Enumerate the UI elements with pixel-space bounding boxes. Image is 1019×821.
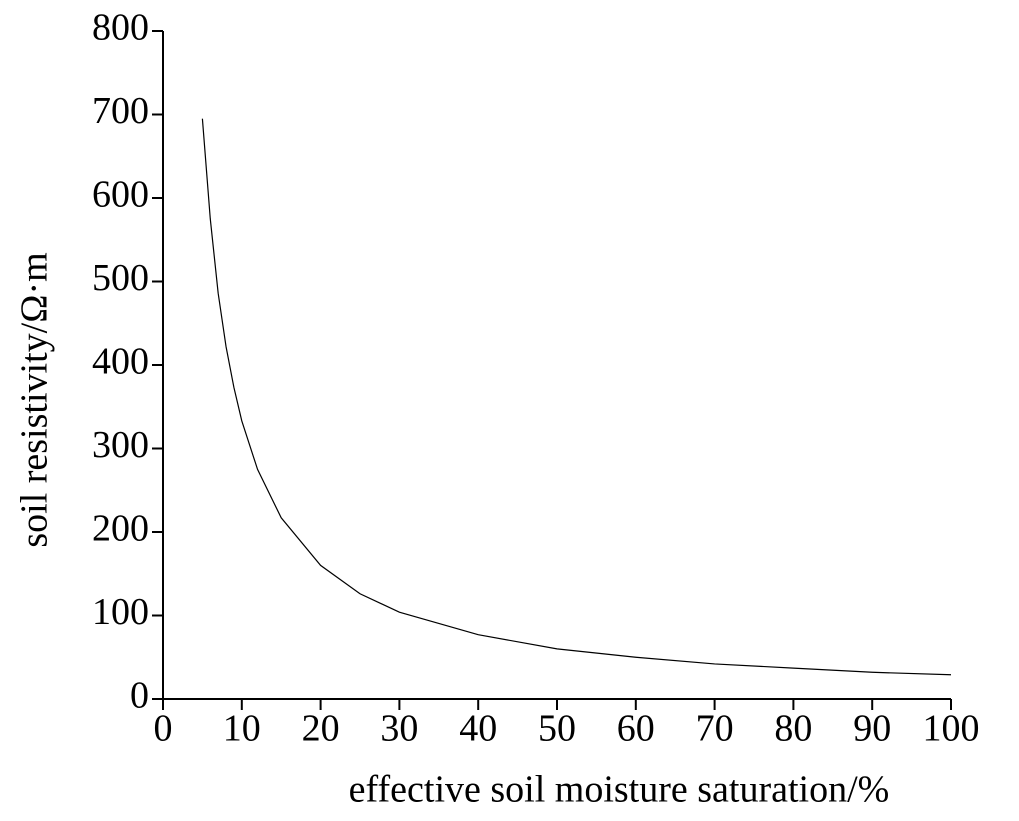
y-tick-label: 0 [130,675,149,717]
y-tick-label: 700 [92,90,149,132]
y-tick-label: 100 [92,591,149,633]
y-tick-label: 600 [92,174,149,216]
x-tick-label: 20 [302,708,340,750]
x-tick-label: 100 [923,708,980,750]
x-tick-label: 60 [617,708,655,750]
y-tick-label: 300 [92,424,149,466]
y-tick-label: 400 [92,341,149,383]
y-tick-label: 500 [92,257,149,299]
x-tick-label: 0 [154,708,173,750]
data-line [201,118,952,676]
y-tick-label: 800 [92,7,149,49]
x-tick-label: 80 [774,708,812,750]
x-tick-label: 50 [538,708,576,750]
x-tick-label: 40 [459,708,497,750]
x-tick-label: 70 [696,708,734,750]
x-tick-label: 30 [380,708,418,750]
y-axis-label: soil resistivity/Ω·m [14,252,56,547]
x-tick-label: 10 [223,708,261,750]
x-tick-label: 90 [853,708,891,750]
x-axis-label: effective soil moisture saturation/% [349,769,890,811]
y-tick-label: 200 [92,508,149,550]
